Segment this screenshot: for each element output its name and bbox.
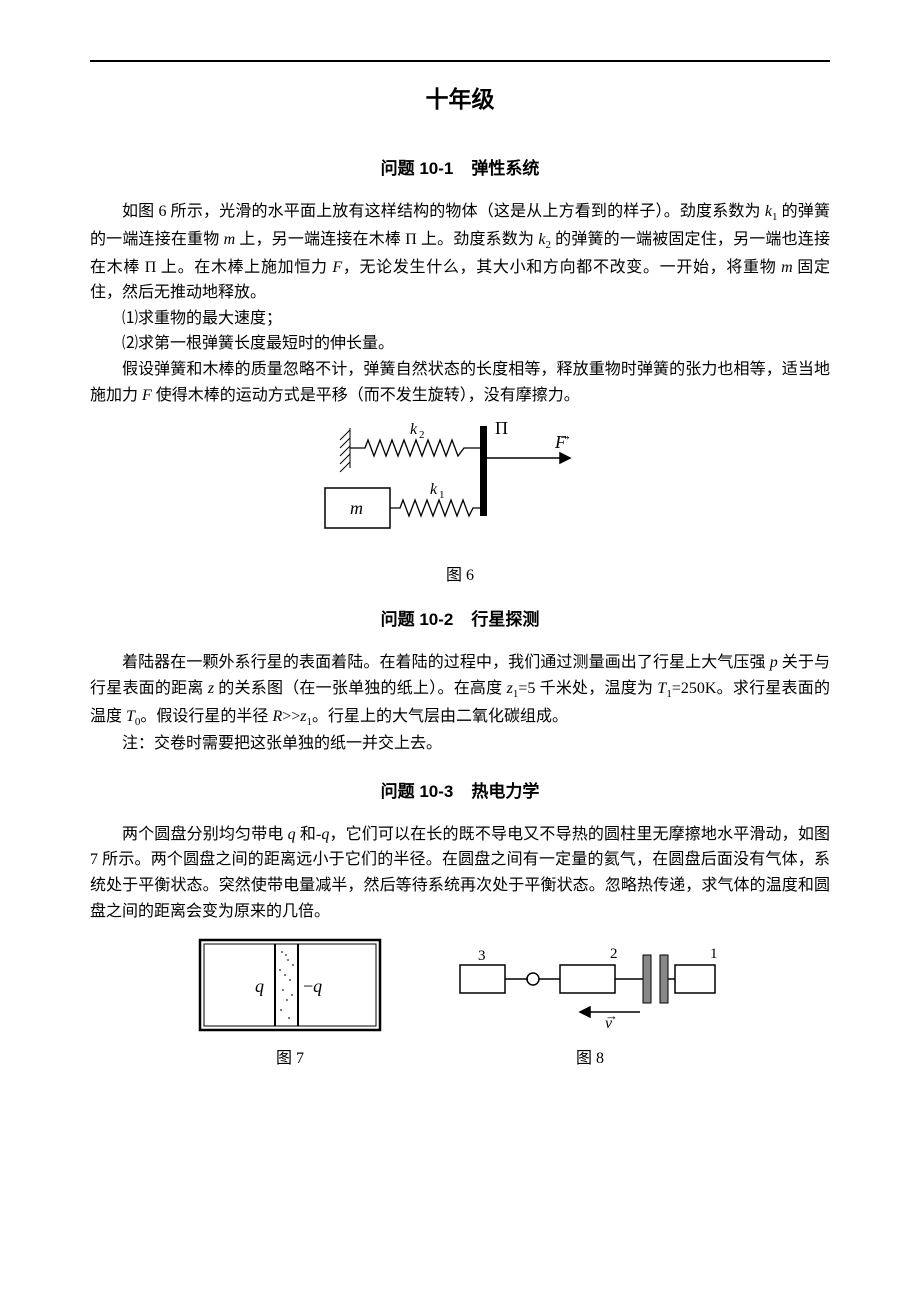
svg-text:2: 2 xyxy=(419,429,425,441)
svg-text:→: → xyxy=(605,1008,618,1023)
p1-q1: ⑴求重物的最大速度； xyxy=(90,306,830,332)
figure-6: k 2 Π F → m k 1 xyxy=(90,418,830,553)
fig8-n1: 1 xyxy=(710,946,718,962)
p1-q2: ⑵求第一根弹簧长度最短时的伸长量。 xyxy=(90,331,830,357)
fig8-n3: 3 xyxy=(478,948,486,964)
fig7-mq-label: −q xyxy=(303,976,322,996)
k1-label: k xyxy=(430,481,438,498)
problem-3-name: 热电力学 xyxy=(471,782,539,801)
p1-para1: 如图 6 所示，光滑的水平面上放有这样结构的物体（这是从上方看到的样子）。劲度系… xyxy=(90,199,830,306)
fig7-q-label: q xyxy=(255,976,264,996)
problem-2-name: 行星探测 xyxy=(471,610,539,629)
figure-row: q −q 图 7 3 xyxy=(90,930,830,1086)
bar-pi xyxy=(480,426,487,516)
grade-title: 十年级 xyxy=(90,80,830,114)
problem-1-number: 问题 10-1 xyxy=(381,159,454,178)
k2-label: k xyxy=(410,421,418,438)
figure-7: q −q xyxy=(190,930,390,1040)
problem-2-number: 问题 10-2 xyxy=(381,610,454,629)
p2-para1: 着陆器在一颗外系行星的表面着陆。在着陆的过程中，我们通过测量画出了行星上大气压强… xyxy=(90,650,830,731)
svg-text:→: → xyxy=(558,429,572,444)
p1-para2: 假设弹簧和木棒的质量忽略不计，弹簧自然状态的长度相等，释放重物时弹簧的张力也相等… xyxy=(90,357,830,408)
figure-8: 3 2 1 v xyxy=(450,930,730,1040)
problem-1-title: 问题 10-1 弹性系统 xyxy=(90,154,830,179)
p2-note: 注：交卷时需要把这张单独的纸一并交上去。 xyxy=(90,731,830,757)
figure-6-caption: 图 6 xyxy=(90,561,830,585)
problem-1-name: 弹性系统 xyxy=(471,159,539,178)
problem-2-title: 问题 10-2 行星探测 xyxy=(90,605,830,630)
pi-label: Π xyxy=(495,418,508,438)
figure-8-caption: 图 8 xyxy=(576,1044,604,1068)
problem-3-title: 问题 10-3 热电力学 xyxy=(90,777,830,802)
problem-3-number: 问题 10-3 xyxy=(381,782,454,801)
p3-para1: 两个圆盘分别均匀带电 q 和-q，它们可以在长的既不导电又不导热的圆柱里无摩擦地… xyxy=(90,822,830,924)
svg-text:1: 1 xyxy=(439,489,445,501)
fig8-n2: 2 xyxy=(610,946,618,962)
figure-7-caption: 图 7 xyxy=(276,1044,304,1068)
top-rule xyxy=(90,60,830,62)
m-label: m xyxy=(350,498,363,518)
